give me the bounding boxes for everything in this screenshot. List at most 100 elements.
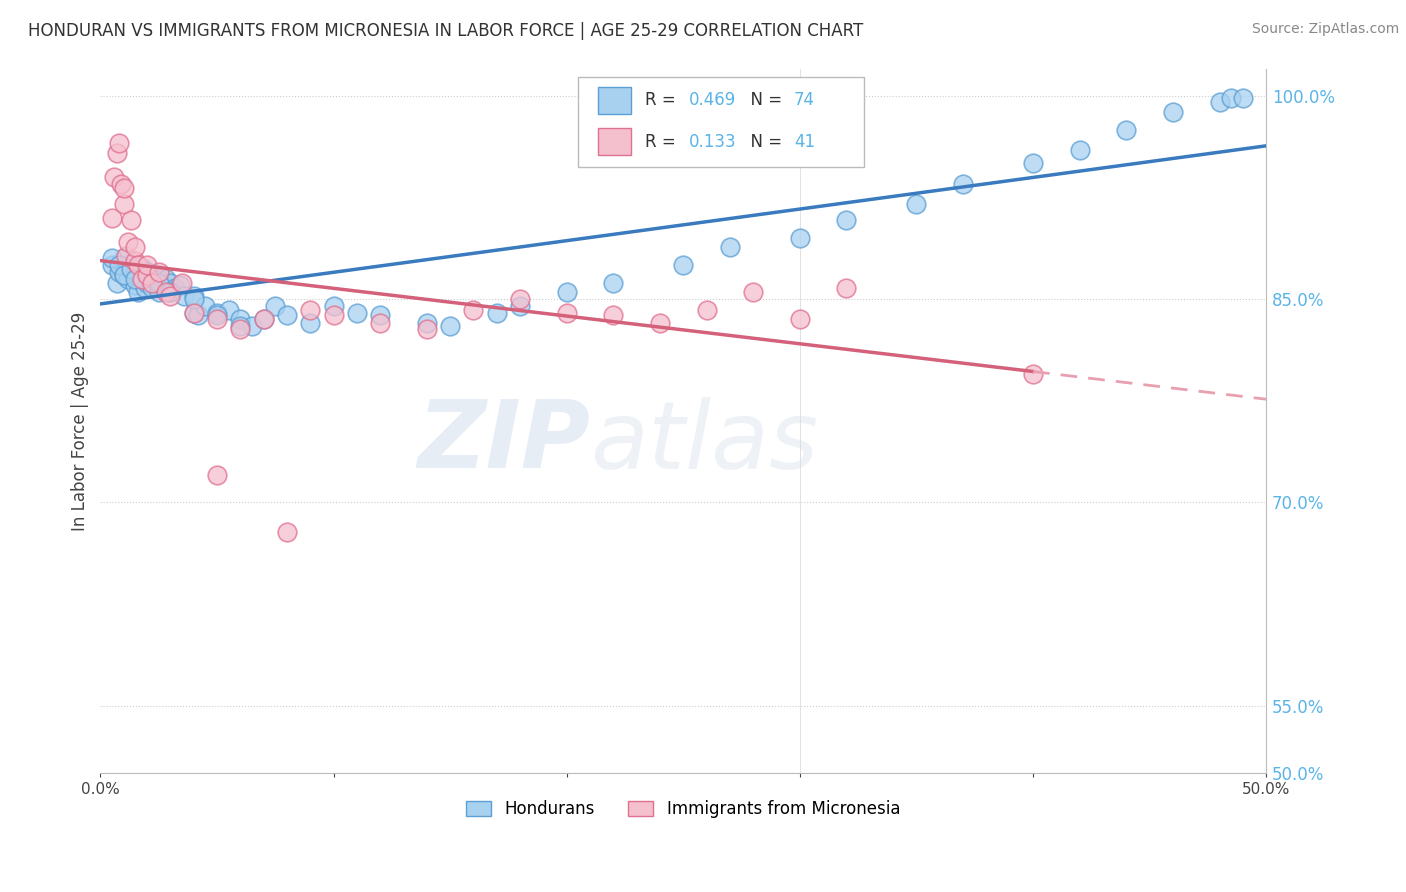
Point [155,271,177,285]
Point [101,252,124,266]
Point [1115,122,1137,136]
Text: N =: N = [741,91,787,109]
Text: N =: N = [741,133,787,151]
Point [159,285,181,300]
Point [1161,104,1184,119]
Point [346,305,368,319]
Point [1220,91,1243,105]
Point [368,308,391,322]
Point [115,249,138,263]
Point [152,278,174,293]
Point [229,322,252,336]
Text: 41: 41 [794,133,815,151]
Point [110,177,132,191]
Point [835,281,858,295]
Point [240,319,263,334]
Point [148,285,170,300]
Point [112,268,135,282]
Point [117,235,139,249]
Point [124,240,146,254]
Point [124,271,146,285]
Point [229,312,252,326]
Point [148,268,170,282]
Point [672,258,695,272]
Text: atlas: atlas [591,397,818,488]
Point [205,305,228,319]
Point [183,305,205,319]
Point [141,281,163,295]
Point [205,308,228,322]
Point [131,271,153,285]
Point [1232,91,1254,105]
Point [169,278,191,293]
Point [108,136,131,150]
Point [120,262,142,277]
Y-axis label: In Labor Force | Age 25-29: In Labor Force | Age 25-29 [72,311,89,531]
Point [1208,95,1230,110]
Point [124,254,146,268]
Point [299,317,322,331]
Point [120,262,142,277]
Text: 74: 74 [794,91,815,109]
FancyBboxPatch shape [578,77,863,167]
Point [101,211,124,225]
Point [463,302,485,317]
Point [789,312,811,326]
Point [170,276,193,290]
Point [299,302,322,317]
Text: ZIP: ZIP [418,396,591,488]
Text: R =: R = [645,133,681,151]
Point [105,276,128,290]
Text: 0.469: 0.469 [689,91,737,109]
Point [143,271,166,285]
Point [112,197,135,211]
Point [509,299,531,313]
Text: Source: ZipAtlas.com: Source: ZipAtlas.com [1251,22,1399,37]
Point [129,265,152,279]
Point [368,317,391,331]
Point [555,305,578,319]
Point [322,299,344,313]
Point [163,281,186,295]
Point [108,265,131,279]
Text: 0.133: 0.133 [689,133,737,151]
Point [173,289,195,303]
Point [124,268,146,282]
Point [218,302,240,317]
Point [136,265,159,279]
Point [183,289,205,303]
Point [112,258,135,272]
Point [789,231,811,245]
Point [416,317,439,331]
Point [264,299,287,313]
Point [276,308,298,322]
Point [112,268,135,282]
Point [183,305,205,319]
Point [905,197,928,211]
Point [159,289,181,303]
Point [952,177,974,191]
Point [120,213,142,227]
Point [159,285,181,300]
Point [131,260,153,275]
Point [1022,367,1045,381]
Point [485,305,508,319]
Point [194,299,217,313]
Point [742,285,765,300]
Point [1022,156,1045,170]
Point [439,319,461,334]
Text: HONDURAN VS IMMIGRANTS FROM MICRONESIA IN LABOR FORCE | AGE 25-29 CORRELATION CH: HONDURAN VS IMMIGRANTS FROM MICRONESIA I… [28,22,863,40]
Point [187,308,209,322]
Point [1069,143,1091,157]
Text: R =: R = [645,91,681,109]
Point [555,285,578,300]
Point [131,271,153,285]
Point [229,319,252,334]
Point [602,276,624,290]
Bar [598,87,631,113]
Point [696,302,718,317]
Point [205,468,228,483]
Point [136,276,159,290]
Point [159,276,181,290]
Point [124,258,146,272]
